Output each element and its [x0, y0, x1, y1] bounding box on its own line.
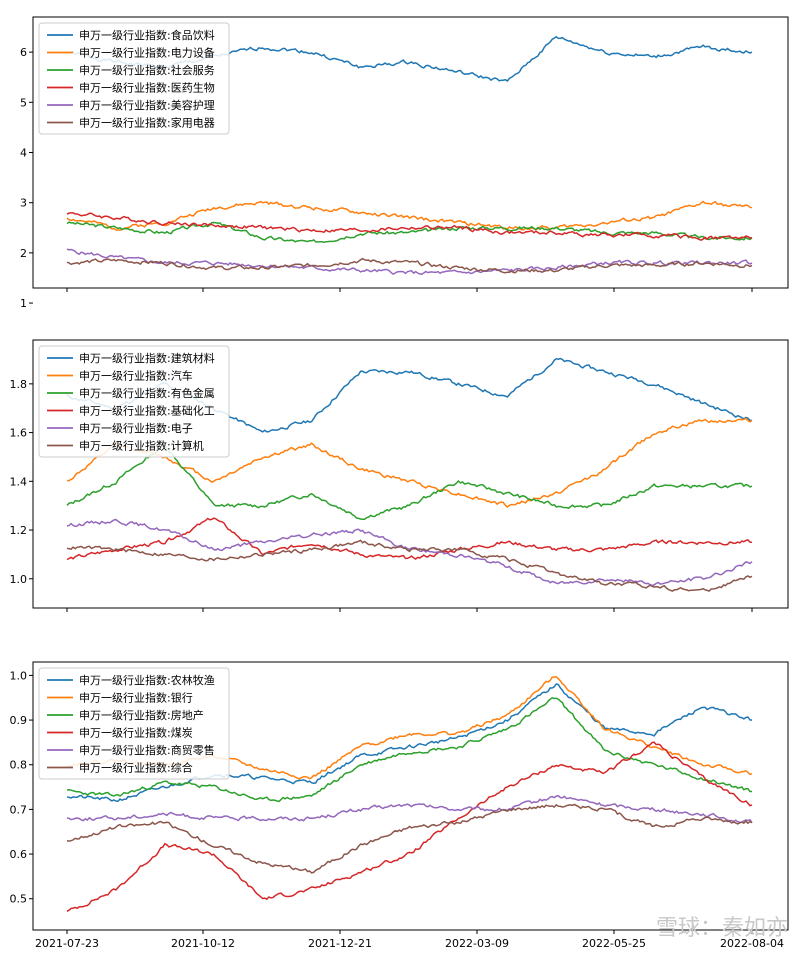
series-line [66, 212, 753, 242]
legend-box [38, 345, 230, 458]
x-tick-label: 2022-08-04 [720, 937, 784, 950]
y-tick-label: 1.6 [10, 427, 28, 440]
legend-label: 申万一级行业指数:家用电器 [79, 116, 215, 130]
legend-label: 申万一级行业指数:农林牧渔 [79, 673, 215, 687]
legend-label: 申万一级行业指数:房地产 [79, 708, 204, 722]
y-tick-label: 1.2 [10, 524, 28, 537]
y-tick-label: 1.0 [10, 573, 28, 586]
y-tick-label: 0.6 [10, 848, 28, 861]
series-line [66, 741, 753, 912]
x-tick-label: 2021-07-23 [35, 937, 99, 950]
legend: 申万一级行业指数:农林牧渔申万一级行业指数:银行申万一级行业指数:房地产申万一级… [38, 667, 230, 780]
x-tick-label: 2022-05-25 [582, 937, 646, 950]
series-line [66, 803, 753, 874]
chart-panel-2: 1.01.21.41.61.8申万一级行业指数:建筑材料申万一级行业指数:汽车申… [10, 339, 789, 612]
series-line [66, 444, 753, 520]
series-line [66, 221, 753, 244]
chart-panel-3: 0.5 0.6 0.7 0.8 0.9 1.0 申万一级行业指数:农林牧渔申万一级行业指数:… [10, 661, 789, 934]
legend-label: 申万一级行业指数:建筑材料 [79, 351, 215, 365]
legend: 申万一级行业指数:建筑材料申万一级行业指数:汽车申万一级行业指数:有色金属申万一… [38, 345, 230, 458]
legend-label: 申万一级行业指数:电力设备 [79, 46, 215, 60]
series-line [66, 248, 753, 275]
legend-label: 申万一级行业指数:银行 [79, 691, 193, 705]
y-tick-label: 0.9 [10, 714, 28, 727]
series-line [66, 696, 752, 803]
y-tick-label: 5 [20, 96, 27, 109]
y-tick-label: 1.0 [10, 669, 28, 682]
legend-label: 申万一级行业指数:社会服务 [79, 63, 215, 77]
y-tick-label: 0.5 [10, 893, 28, 906]
legend-label: 申万一级行业指数:食品饮料 [79, 28, 215, 42]
legend-label: 申万一级行业指数:计算机 [79, 439, 204, 453]
legend-label: 申万一级行业指数:电子 [79, 421, 193, 435]
series-line [66, 539, 753, 592]
y-tick-label: 1 [20, 297, 27, 310]
plot-frame [32, 661, 789, 931]
series-line [66, 794, 753, 824]
x-tick-label: 2022-03-09 [445, 937, 509, 950]
chart-panel-1: 1 2 3 4 5 6 申万一级行业指数:食品饮料申万一级行业指数:电力设备申万一级行业指数… [20, 16, 789, 310]
y-tick-label: 4 [20, 147, 27, 160]
watermark: 雪球：秦如亦 [655, 916, 788, 941]
legend-label: 申万一级行业指数:汽车 [79, 369, 193, 383]
series-line [66, 200, 753, 231]
series-line [66, 257, 753, 274]
plot-frame [32, 339, 789, 609]
y-tick-label: 3 [20, 197, 27, 210]
legend-label: 申万一级行业指数:煤炭 [79, 726, 193, 740]
legend-label: 申万一级行业指数:基础化工 [79, 404, 215, 418]
legend: 申万一级行业指数:食品饮料申万一级行业指数:电力设备申万一级行业指数:社会服务申… [38, 22, 230, 135]
legend-box [38, 667, 230, 780]
y-tick-label: 2 [20, 247, 27, 260]
x-tick-label: 2021-12-21 [308, 937, 372, 950]
legend-label: 申万一级行业指数:有色金属 [79, 386, 215, 400]
x-tick-label: 2021-10-12 [171, 937, 235, 950]
y-tick-label: 0.7 [10, 803, 28, 816]
y-tick-label: 1.8 [10, 378, 28, 391]
legend-label: 申万一级行业指数:美容护理 [79, 98, 215, 112]
y-tick-label: 1.4 [10, 475, 28, 488]
legend-label: 申万一级行业指数:医药生物 [79, 81, 215, 95]
y-tick-label: 0.8 [10, 759, 28, 772]
legend-label: 申万一级行业指数:商贸零售 [79, 743, 215, 757]
legend-label: 申万一级行业指数:综合 [79, 761, 193, 775]
y-tick-label: 6 [20, 46, 27, 59]
series-line [66, 518, 753, 587]
legend-box [38, 22, 230, 135]
